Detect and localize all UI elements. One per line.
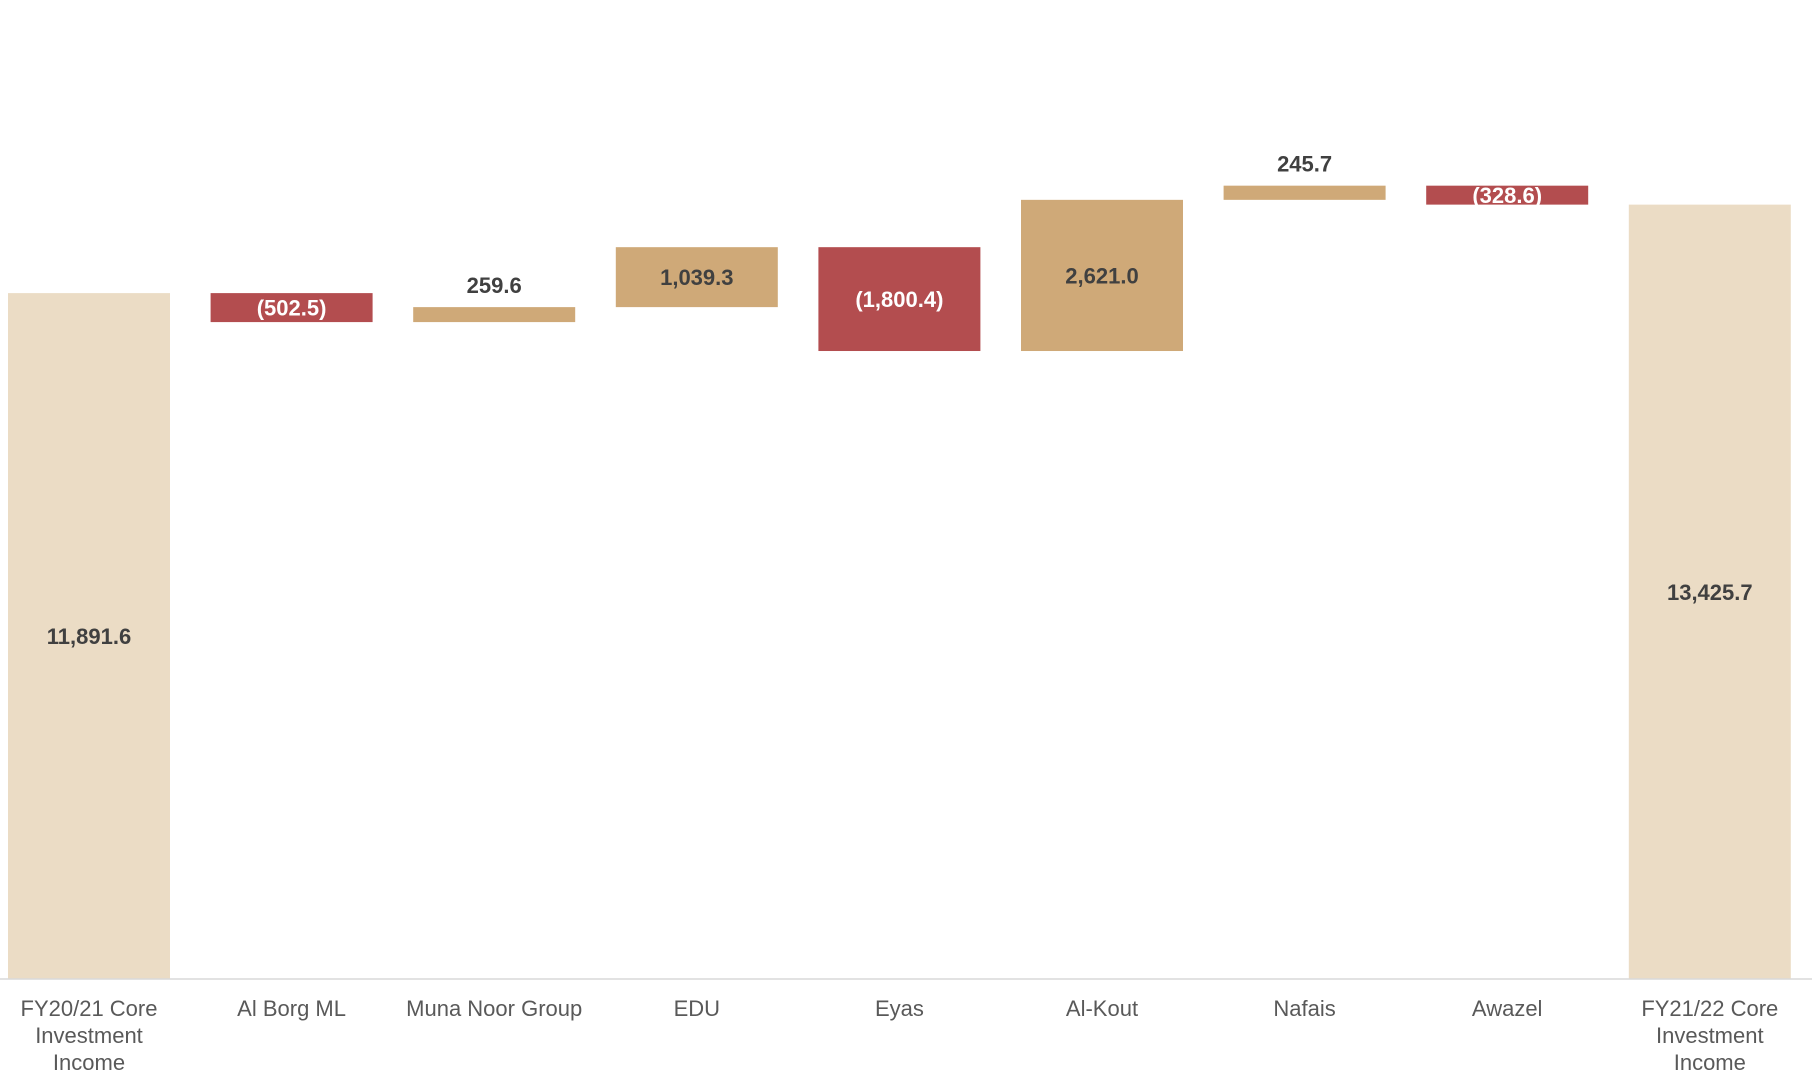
bar-nafais <box>1223 185 1386 200</box>
category-label-al-borg-ml: Al Borg ML <box>237 996 346 1021</box>
bar-awazel <box>1426 185 1589 205</box>
bar-al-kout <box>1021 199 1183 352</box>
category-label-awazel: Awazel <box>1472 996 1543 1021</box>
category-label-eyas: Eyas <box>875 996 924 1021</box>
value-label-fy21-22-core-investment-income: 13,425.7 <box>1667 580 1753 605</box>
bar-eyas <box>818 247 981 352</box>
value-label-awazel: (328.6) <box>1472 183 1542 208</box>
value-label-eyas: (1,800.4) <box>855 287 943 312</box>
value-label-edu: 1,039.3 <box>660 265 733 290</box>
value-label-fy20-21-core-investment-income: 11,891.6 <box>47 624 131 649</box>
bar-muna-noor-group <box>413 307 576 323</box>
category-label-fy21-22-core-investment-income: FY21/22 Core Investment Income <box>1641 996 1778 1075</box>
category-label-nafais: Nafais <box>1273 996 1335 1021</box>
value-label-al-borg-ml: (502.5) <box>257 296 327 321</box>
bars-group <box>8 185 1791 979</box>
category-label-edu: EDU <box>674 996 720 1021</box>
category-labels-group: FY20/21 Core Investment Income Al Borg ML Mu… <box>21 996 1779 1075</box>
bar-fy20-21-core-investment-income <box>8 293 170 979</box>
value-label-muna-noor-group: 259.6 <box>467 273 522 298</box>
bar-al-borg-ml <box>210 293 373 323</box>
category-label-fy20-21-core-investment-income: FY20/21 Core Investment Income <box>21 996 158 1075</box>
value-label-al-kout: 2,621.0 <box>1065 263 1138 288</box>
value-label-nafais: 245.7 <box>1277 152 1332 177</box>
category-label-muna-noor-group: Muna Noor Group <box>406 996 582 1021</box>
value-labels-group: 11,891.6 (502.5) 259.6 1,039.3 (1,800.4) 2,62… <box>47 152 1753 649</box>
category-label-al-kout: Al-Kout <box>1066 996 1138 1021</box>
bar-fy21-22-core-investment-income <box>1628 204 1791 979</box>
bar-edu <box>615 247 778 308</box>
